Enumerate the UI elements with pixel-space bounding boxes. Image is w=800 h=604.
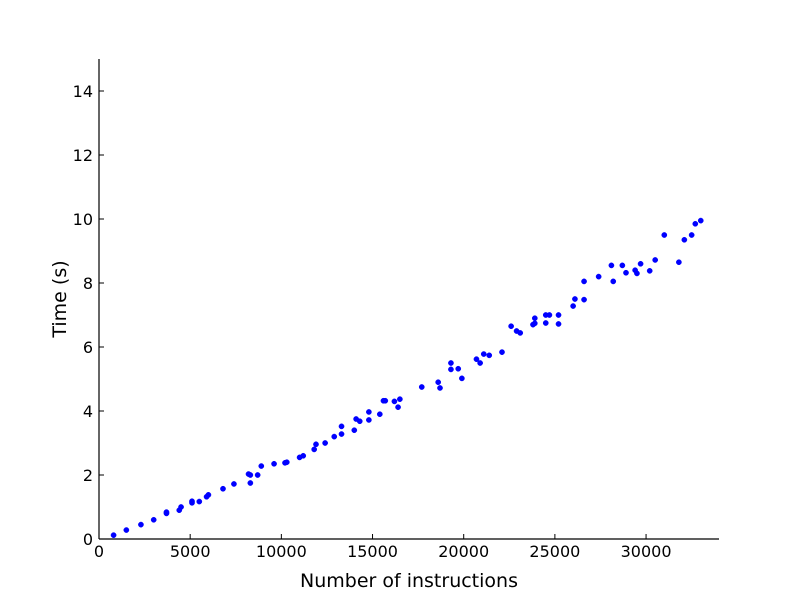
data-point	[692, 220, 699, 227]
data-point	[258, 463, 265, 469]
x-tick-label: 30000	[621, 542, 672, 561]
data-point	[300, 452, 307, 459]
data-point	[634, 270, 640, 277]
data-point	[570, 303, 576, 309]
axes	[98, 59, 719, 540]
y-tick-label: 8	[83, 274, 93, 293]
data-point	[448, 366, 454, 373]
data-point	[247, 472, 254, 478]
data-point	[178, 504, 184, 510]
y-tick-label: 6	[83, 338, 93, 357]
data-point	[376, 411, 383, 418]
data-point	[517, 330, 524, 336]
data-point	[271, 460, 277, 467]
data-point	[646, 267, 653, 274]
data-point	[455, 365, 462, 372]
data-point	[189, 498, 195, 505]
data-point	[338, 423, 345, 430]
data-point	[531, 315, 538, 322]
data-point	[681, 236, 688, 243]
y-tick-label: 0	[83, 530, 93, 549]
y-tick-label: 4	[83, 402, 93, 421]
data-point	[477, 360, 483, 366]
data-point	[110, 532, 117, 539]
data-point	[480, 351, 487, 357]
data-point	[652, 257, 659, 263]
data-point	[473, 356, 480, 363]
x-tick-label: 25000	[529, 542, 580, 561]
y-tick-label: 10	[73, 210, 93, 229]
data-point	[619, 262, 626, 269]
data-point	[531, 320, 538, 327]
data-point	[254, 472, 261, 478]
data-point	[150, 516, 157, 523]
data-point	[595, 273, 602, 280]
data-point	[610, 278, 617, 285]
data-point	[311, 446, 318, 453]
data-point	[220, 485, 226, 492]
data-point	[313, 441, 319, 448]
data-point	[697, 217, 704, 224]
ticks: 0 5000 10000 15000 20000 25000 30000 0 2 4 6 8 10 12 1…	[73, 82, 672, 561]
data-point	[508, 323, 514, 330]
data-point	[608, 262, 615, 269]
y-tick-label: 2	[83, 466, 93, 485]
data-point	[247, 480, 254, 486]
data-point	[351, 427, 358, 434]
data-point	[123, 527, 130, 533]
y-axis-label: Time (s)	[49, 260, 71, 338]
data-point	[366, 417, 372, 423]
x-tick-label: 0	[94, 542, 104, 561]
data-point	[581, 296, 587, 303]
data-point	[395, 404, 401, 411]
data-point	[382, 397, 389, 404]
data-point	[546, 312, 553, 318]
x-tick-label: 5000	[170, 542, 211, 561]
data-point	[331, 433, 338, 440]
data-point	[163, 509, 170, 515]
data-point	[661, 232, 668, 238]
data-point	[448, 360, 454, 366]
x-tick-label: 20000	[438, 542, 489, 561]
x-tick-label: 15000	[347, 542, 398, 561]
data-point	[283, 459, 290, 466]
data-point	[542, 320, 549, 326]
data-point	[555, 312, 562, 318]
y-tick-label: 14	[73, 82, 93, 101]
data-point	[138, 521, 144, 528]
data-point	[418, 384, 425, 390]
data-point	[338, 431, 345, 437]
data-point	[555, 321, 562, 327]
data-point	[486, 352, 493, 359]
data-point	[391, 398, 398, 405]
data-point	[397, 396, 403, 403]
y-tick-label: 12	[73, 146, 93, 165]
data-point	[572, 296, 578, 302]
data-points	[110, 217, 704, 539]
data-point	[499, 349, 505, 355]
data-point	[637, 260, 644, 267]
data-point	[196, 498, 203, 505]
data-point	[459, 375, 465, 382]
data-point	[623, 269, 629, 276]
data-point	[356, 418, 363, 425]
x-axis-label: Number of instructions	[300, 570, 518, 592]
data-point	[437, 385, 443, 391]
data-point	[366, 409, 372, 415]
data-point	[322, 440, 328, 446]
data-point	[231, 481, 237, 487]
x-tick-label: 10000	[256, 542, 307, 561]
data-point	[205, 491, 212, 498]
data-point	[435, 379, 442, 386]
data-point	[581, 278, 587, 285]
data-point	[676, 259, 682, 266]
data-point	[688, 232, 695, 238]
